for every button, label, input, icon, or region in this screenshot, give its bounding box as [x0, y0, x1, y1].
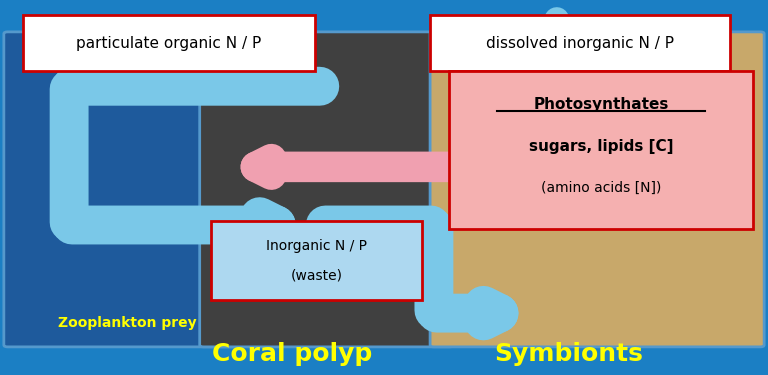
- FancyBboxPatch shape: [430, 15, 730, 71]
- Text: particulate organic N / P: particulate organic N / P: [76, 36, 262, 51]
- FancyBboxPatch shape: [211, 221, 422, 300]
- Text: Photosynthates: Photosynthates: [533, 98, 669, 112]
- Text: Inorganic N / P: Inorganic N / P: [266, 238, 367, 253]
- Text: Zooplankton prey: Zooplankton prey: [58, 315, 197, 330]
- Text: Symbionts: Symbionts: [494, 342, 643, 366]
- Text: dissolved inorganic N / P: dissolved inorganic N / P: [486, 36, 674, 51]
- Text: sugars, lipids [C]: sugars, lipids [C]: [528, 139, 674, 154]
- FancyBboxPatch shape: [4, 32, 238, 347]
- FancyBboxPatch shape: [449, 71, 753, 229]
- FancyBboxPatch shape: [200, 32, 453, 347]
- Text: (amino acids [N]): (amino acids [N]): [541, 180, 661, 195]
- Text: Coral polyp: Coral polyp: [212, 342, 372, 366]
- FancyBboxPatch shape: [430, 32, 764, 347]
- Text: (waste): (waste): [291, 268, 343, 283]
- FancyBboxPatch shape: [23, 15, 315, 71]
